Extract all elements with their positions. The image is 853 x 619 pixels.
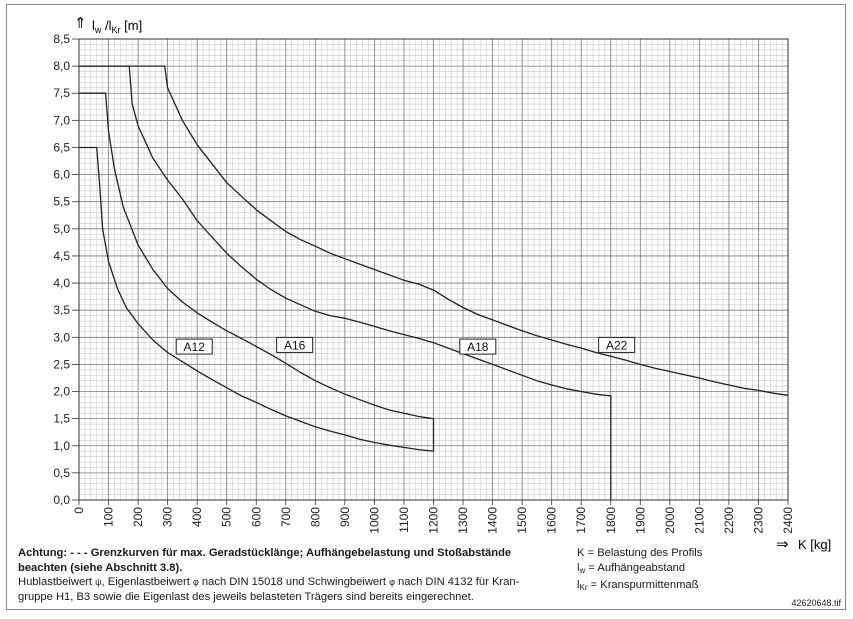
x-tick-label: 2200 bbox=[722, 507, 736, 534]
x-tick-label: 1900 bbox=[633, 507, 647, 534]
x-tick-label: 1200 bbox=[427, 507, 441, 534]
y-tick-label: 3,0 bbox=[53, 330, 70, 344]
legend-lw: lw = Aufhängeabstand bbox=[577, 561, 686, 575]
x-tick-label: 1700 bbox=[574, 507, 588, 534]
x-tick-label: 200 bbox=[131, 507, 145, 527]
y-tick-label: 8,0 bbox=[53, 59, 70, 73]
x-axis-arrow: ⇒ bbox=[776, 535, 789, 553]
y-tick-label: 6,0 bbox=[53, 168, 70, 182]
series-group bbox=[79, 65, 789, 500]
x-tick-label: 1100 bbox=[397, 507, 411, 533]
y-tick-label: 5,5 bbox=[53, 195, 70, 209]
series-line-a18 bbox=[79, 65, 612, 500]
notes-block: Achtung: - - - Grenzkurven für max. Gera… bbox=[18, 546, 563, 604]
y-tick-label: 2,0 bbox=[53, 385, 70, 399]
x-tick-label: 1400 bbox=[486, 507, 500, 534]
x-tick-label: 0 bbox=[72, 507, 86, 514]
series-line-a12 bbox=[79, 146, 434, 452]
x-tick-label: 300 bbox=[161, 507, 175, 527]
x-tick-label: 700 bbox=[279, 507, 293, 527]
y-tick-label: 4,5 bbox=[53, 249, 70, 263]
series-label-box-a22 bbox=[598, 336, 636, 353]
x-tick-label: 1300 bbox=[456, 507, 470, 534]
symbol-legend: K = Belastung des Profils lw = Aufhängea… bbox=[577, 546, 807, 596]
file-id: 42620648.tif bbox=[791, 598, 841, 608]
legend-lkr: lKr = Kranspurmittenmaß bbox=[577, 579, 699, 592]
notes-warning-line2: beachten (siehe Abschnitt 3.8). bbox=[18, 561, 183, 574]
x-tick-label: 2300 bbox=[751, 507, 765, 534]
notes-warning-line1: Achtung: - - - Grenzkurven für max. Gera… bbox=[18, 547, 512, 559]
x-tick-label: 2400 bbox=[781, 507, 795, 534]
x-tick-label: 1000 bbox=[367, 507, 381, 534]
y-tick-label: 5,0 bbox=[53, 222, 70, 236]
notes-coefficients-line: Hublastbeiwert ψ, Eigenlastbeiwert φ nac… bbox=[18, 576, 520, 588]
y-tick-label: 0,0 bbox=[53, 493, 70, 507]
series-label-box-a12 bbox=[175, 338, 213, 355]
series-label-a18: A18 bbox=[467, 340, 489, 354]
y-tick-label: 8,5 bbox=[53, 32, 70, 46]
x-tick-label: 100 bbox=[102, 507, 116, 527]
series-label-a22: A22 bbox=[606, 338, 628, 352]
x-tick-label: 1800 bbox=[604, 507, 618, 534]
x-tick-label: 2100 bbox=[692, 507, 706, 534]
chart: A12 A16 A18 A22 0 100 200 300 400 500 600 700 800 90… bbox=[53, 14, 831, 553]
y-axis-label: lw /lKr [m] bbox=[92, 18, 142, 35]
y-tick-label: 0,5 bbox=[53, 466, 70, 480]
x-tick-label: 900 bbox=[338, 507, 352, 527]
series-label-a16: A16 bbox=[284, 338, 306, 352]
x-tick-label: 800 bbox=[308, 507, 322, 527]
y-tick-label: 7,0 bbox=[53, 113, 70, 127]
series-labels: A12 A16 A18 A22 bbox=[175, 336, 636, 355]
figure-frame bbox=[6, 4, 846, 610]
y-tick-label: 4,0 bbox=[53, 276, 70, 290]
x-tick-label: 500 bbox=[220, 507, 234, 527]
x-tick-label: 600 bbox=[249, 507, 263, 527]
x-tick-labels: 0 100 200 300 400 500 600 700 800 900 1000 1100 1200… bbox=[72, 500, 795, 534]
grid-major bbox=[78, 38, 789, 501]
x-tick-label: 2000 bbox=[663, 507, 677, 534]
x-axis-label: K [kg] bbox=[798, 537, 831, 552]
series-line-a16 bbox=[79, 92, 435, 452]
y-tick-label: 3,5 bbox=[53, 303, 70, 317]
y-tick-labels: 0,0 0,5 1,0 1,5 2,0 2,5 3,0 3,5 4,0 4,5 5,0 5,5 6,0 6… bbox=[53, 32, 79, 507]
y-tick-label: 6,5 bbox=[53, 140, 70, 154]
y-tick-label: 7,5 bbox=[53, 86, 70, 100]
legend-k: K = Belastung des Profils bbox=[577, 547, 703, 559]
y-tick-label: 1,0 bbox=[53, 439, 70, 453]
x-tick-label: 400 bbox=[190, 507, 204, 527]
series-line-a22 bbox=[79, 65, 789, 396]
y-tick-label: 1,5 bbox=[53, 412, 70, 426]
y-axis-arrow: ⇑ bbox=[74, 14, 87, 32]
x-tick-label: 1500 bbox=[515, 507, 529, 534]
notes-group-line: gruppe H1, B3 sowie die Eigenlast des je… bbox=[18, 590, 474, 603]
x-tick-label: 1600 bbox=[545, 507, 559, 534]
series-label-box-a18 bbox=[459, 338, 497, 355]
series-label-a12: A12 bbox=[184, 340, 206, 354]
y-tick-label: 2,5 bbox=[53, 357, 70, 371]
series-label-box-a16 bbox=[276, 336, 314, 353]
